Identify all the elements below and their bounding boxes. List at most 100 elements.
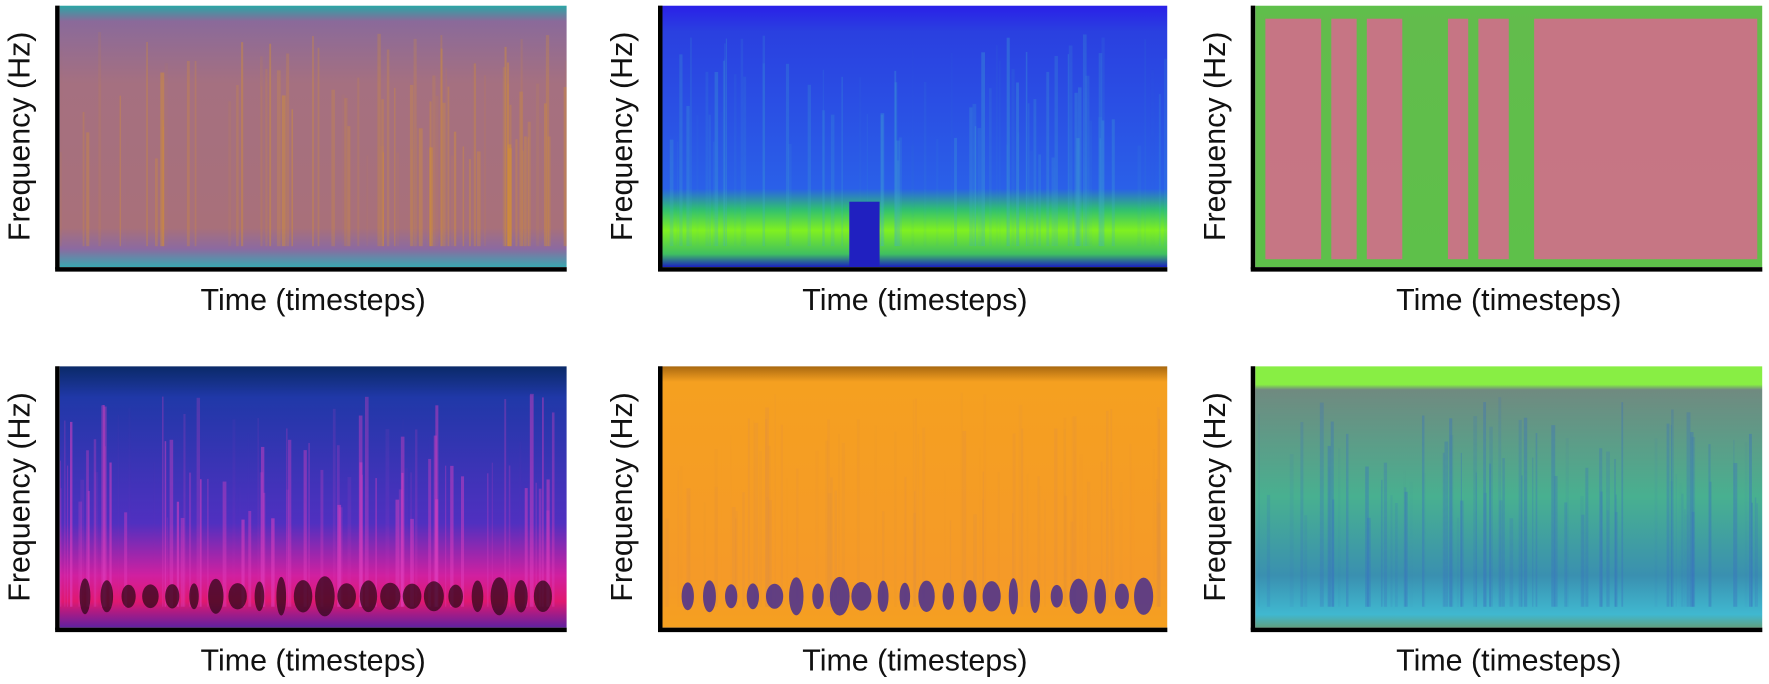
spectrogram-streak [232, 419, 236, 607]
spectrogram-blob [359, 580, 378, 613]
spectrogram-streak [162, 396, 164, 607]
spectrogram-streak [1489, 463, 1492, 607]
spectrogram-streak [303, 450, 307, 607]
spectrogram-streak [1051, 157, 1055, 247]
spectrogram-block [1534, 18, 1758, 260]
spectrogram-streak [1054, 56, 1058, 247]
spectrogram-streak [522, 150, 525, 247]
spectrogram-streak [160, 72, 165, 247]
spectrogram-streak [1502, 458, 1505, 607]
spectrogram-streak [320, 469, 324, 607]
spectrogram-streak [207, 478, 209, 607]
spectrogram-streak [1523, 417, 1528, 607]
spectrogram-streak [827, 493, 832, 607]
spectrogram-streak [564, 60, 567, 247]
spectrogram-streak [827, 419, 830, 607]
spectrogram-streak [415, 429, 418, 607]
spectrogram-streak [1580, 495, 1584, 607]
spectrogram-streak [66, 465, 69, 607]
spectrogram-streak [317, 47, 320, 247]
spectrogram-streak [896, 160, 900, 247]
spectrogram-streak [1111, 119, 1115, 247]
spectrogram-streak [1365, 466, 1369, 607]
spectrogram-streak [923, 81, 927, 247]
spectrogram-streak [1310, 434, 1312, 607]
spectrogram-streak [1670, 424, 1672, 607]
spectrogram-streak [1304, 515, 1308, 607]
spectrogram-streak [435, 499, 439, 607]
y-axis-label: Frequency (Hz) [2, 392, 36, 602]
spectrogram-streak [1144, 39, 1146, 247]
spectrogram-streak [665, 518, 669, 607]
spectrogram-streak [1535, 433, 1538, 607]
spectrogram-streak [1421, 415, 1425, 607]
spectrogram-streak [101, 405, 103, 607]
spectrogram-streak [1686, 412, 1691, 607]
spectrogram-streak [164, 62, 169, 247]
spectrogram-streak [1600, 491, 1603, 607]
spectrogram-streak [1046, 71, 1050, 247]
spectrogram-blob [982, 581, 1001, 612]
y-axis-label: Frequency (Hz) [2, 32, 36, 242]
spectrogram-streak [762, 35, 766, 247]
spectrogram-streak [263, 492, 266, 607]
spectrogram-streak [519, 91, 523, 247]
spectrogram-block [1265, 18, 1322, 260]
x-axis-label: Time (timesteps) [1396, 283, 1621, 317]
spectrogram-blob [1069, 578, 1088, 614]
spectrogram-streak [128, 408, 130, 607]
spectrogram-streak [725, 38, 727, 247]
spectrogram-streak [754, 422, 759, 607]
spectrogram-streak [1498, 397, 1502, 607]
spectrogram-streak [155, 158, 158, 247]
spectrogram-streak [1037, 476, 1040, 607]
spectrogram-streak [100, 46, 101, 246]
y-axis-label: Frequency (Hz) [1198, 32, 1232, 242]
spectrogram-streak [1137, 145, 1142, 247]
spectrogram-streak [1460, 500, 1464, 607]
spectrogram-blob [448, 584, 463, 608]
spectrogram-streak [825, 440, 829, 607]
spectrogram-streak [382, 152, 384, 247]
spectrogram-streak [1709, 481, 1712, 607]
spectrogram-streak [508, 148, 512, 247]
spectrogram-streak [686, 105, 690, 247]
spectrogram-streak [895, 140, 900, 247]
spectrogram-streak [1564, 502, 1568, 607]
spectrogram-streak [281, 95, 286, 247]
spectrogram-streak [753, 420, 755, 607]
spectrogram-streak [988, 88, 992, 247]
spectrogram-streak [124, 512, 128, 607]
spectrogram-streak [1681, 493, 1684, 607]
spectrogram-streak [1599, 448, 1603, 607]
spectrogram-blob [142, 584, 159, 609]
spectrogram-streak [894, 82, 898, 247]
spectrogram-blob [829, 576, 850, 616]
spectrogram-streak [484, 75, 486, 247]
spectrogram-streak [815, 450, 819, 607]
spectrogram-streak [1404, 491, 1408, 607]
spectrogram-streak [93, 439, 97, 607]
spectrogram-blob [337, 583, 356, 610]
spectrogram-streak [914, 490, 916, 607]
spectrogram-streak [788, 143, 792, 247]
spectrogram-streak [979, 448, 981, 607]
spectrogram-streak [194, 60, 197, 247]
spectrogram-streak [515, 139, 518, 247]
spectrogram-streak [913, 512, 916, 607]
spectrogram-streak [413, 38, 417, 247]
spectrogram-block [1366, 18, 1403, 260]
spectrogram-streak [1300, 421, 1304, 607]
spectrogram-streak [1449, 435, 1454, 607]
spectrogram-streak [462, 146, 465, 247]
spectrogram-blob [963, 580, 977, 613]
spectrogram-blob [165, 584, 180, 609]
spectrogram-streak [856, 419, 860, 607]
spectrogram-streak [1483, 402, 1487, 607]
spectrogram-streak [1155, 479, 1159, 607]
spectrogram-streak [472, 63, 476, 246]
spectrogram-streak [954, 137, 957, 247]
spectrogram-blob [490, 577, 508, 616]
spectrogram-streak [332, 408, 336, 607]
spectrogram-streak [1338, 448, 1341, 607]
